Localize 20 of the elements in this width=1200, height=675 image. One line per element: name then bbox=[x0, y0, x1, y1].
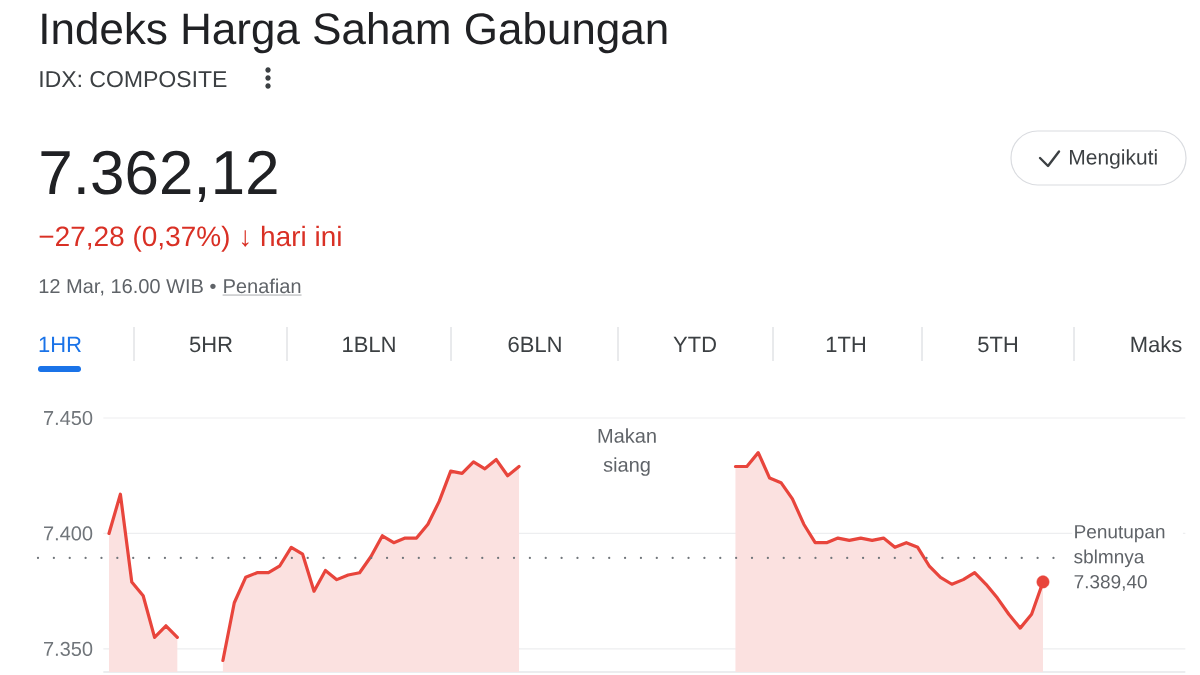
text: 1TH bbox=[826, 336, 865, 352]
text: 1HR bbox=[39, 336, 81, 352]
text: YTD bbox=[673, 336, 716, 352]
y-tick-label: 7.450 bbox=[44, 410, 93, 426]
text: 6BLN bbox=[508, 336, 561, 353]
text: 1BLN bbox=[343, 336, 395, 352]
chart-subtitle: IDX: COMPOSITE bbox=[40, 70, 227, 88]
text: Penafian bbox=[224, 278, 301, 294]
text: 7.362,12 bbox=[41, 150, 277, 202]
text: 12 Mar, 16.00 WIB • bbox=[39, 279, 216, 296]
chart-title: Indeks Harga Saham Gabungan bbox=[42, 12, 667, 54]
text: 5HR bbox=[189, 336, 232, 353]
text: Maks bbox=[1131, 336, 1182, 353]
ref-line-label: Penutupan sblmnya 7.389,40 bbox=[1074, 525, 1165, 591]
annotation: Makan siang bbox=[598, 428, 656, 476]
text: Mengikuti bbox=[1069, 149, 1157, 169]
y-tick-label: 7.400 bbox=[44, 526, 93, 541]
text: 5TH bbox=[978, 336, 1017, 353]
y-tick-label: 7.350 bbox=[44, 641, 93, 656]
text: −27,28 (0,37%) ↓ hari ini bbox=[39, 225, 341, 252]
